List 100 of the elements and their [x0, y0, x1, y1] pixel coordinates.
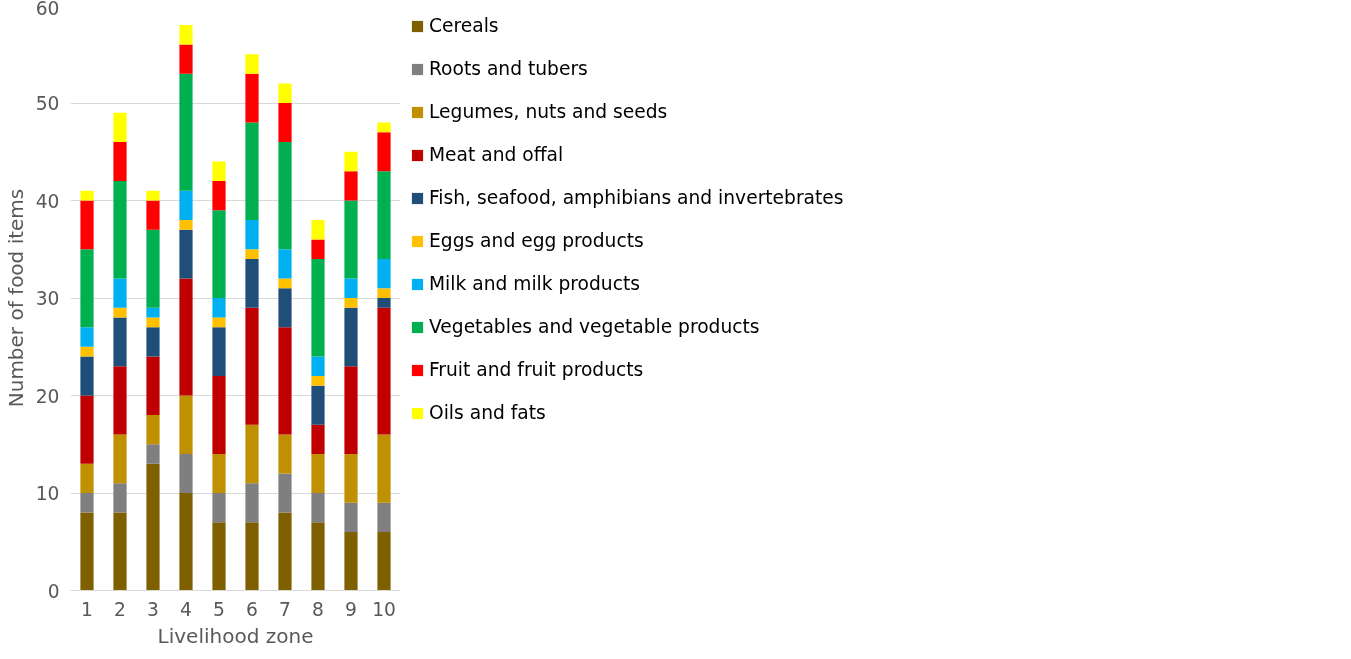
bar: [278, 327, 292, 435]
bar: [179, 220, 193, 230]
bar: [179, 229, 193, 279]
bar: [311, 356, 325, 376]
bar: [179, 278, 193, 396]
bar: [245, 307, 259, 425]
bar: [344, 454, 358, 503]
bar: [80, 346, 94, 357]
bar: [146, 463, 160, 591]
bar: [245, 259, 259, 308]
y-tick-label: 60: [35, 0, 60, 19]
bar: [212, 376, 226, 454]
x-tick-label: 4: [180, 598, 192, 620]
legend-label: Cereals: [429, 15, 499, 36]
bar: [179, 25, 193, 45]
bar: [113, 278, 127, 308]
y-axis-title: Number of food items: [3, 188, 28, 408]
bar: [278, 142, 292, 250]
bar: [245, 122, 259, 220]
bar: [311, 385, 325, 425]
bar: [344, 171, 358, 201]
x-tick-label: 6: [246, 598, 258, 620]
legend-label: Roots and tubers: [429, 58, 588, 79]
bar: [377, 288, 391, 298]
bar: [146, 307, 160, 318]
bar: [245, 424, 259, 484]
legend-label: Vegetables and vegetable products: [429, 316, 760, 337]
bar: [146, 200, 160, 230]
bar: [245, 483, 259, 523]
legend-label: Meat and offal: [429, 144, 564, 165]
legend-label: Oils and fats: [429, 402, 546, 423]
bar: [311, 220, 325, 240]
bar: [146, 229, 160, 308]
bar: [278, 103, 292, 142]
x-tick-label: 8: [312, 598, 324, 620]
bar: [146, 415, 160, 445]
bar: [80, 512, 94, 591]
bar: [146, 190, 160, 201]
bar: [179, 493, 193, 591]
bar: [344, 532, 358, 591]
bar: [113, 434, 127, 484]
y-tick-label: 30: [35, 288, 60, 309]
x-tick-label: 5: [213, 598, 225, 620]
bar: [377, 132, 391, 172]
bar: [212, 210, 226, 298]
bar: [377, 122, 391, 133]
bar: [377, 434, 391, 503]
x-axis-title: Livelihood zone: [157, 623, 314, 648]
bar: [212, 298, 226, 318]
bar: [212, 181, 226, 211]
bar: [245, 220, 259, 250]
bar: [245, 73, 259, 123]
bar: [311, 424, 325, 454]
bar: [179, 454, 193, 493]
x-tick-label: 10: [372, 598, 396, 620]
x-tick-label: 2: [114, 598, 126, 620]
y-tick-label: 50: [35, 93, 60, 114]
bar: [278, 249, 292, 279]
bar: [344, 151, 358, 172]
bar: [80, 200, 94, 250]
bar: [278, 288, 292, 328]
bar: [377, 532, 391, 591]
bar: [212, 317, 226, 328]
bar: [245, 522, 259, 591]
y-tick-label: 10: [35, 483, 60, 504]
bar: [344, 200, 358, 279]
bar: [344, 298, 358, 308]
bar: [212, 454, 226, 493]
bar: [344, 307, 358, 367]
bar: [146, 327, 160, 357]
bar: [212, 493, 226, 523]
bar: [113, 366, 127, 435]
bar: [212, 161, 226, 181]
bar: [80, 356, 94, 396]
bar: [113, 483, 127, 513]
bar: [278, 434, 292, 474]
bar: [311, 493, 325, 523]
legend-label: Milk and milk products: [429, 273, 640, 294]
bar: [311, 259, 325, 357]
x-tick-label: 7: [279, 598, 291, 620]
bar: [179, 190, 193, 220]
y-tick-label: 20: [35, 385, 60, 407]
bar: [113, 317, 127, 367]
legend-label: Fish, seafood, amphibians and invertebrates: [429, 187, 844, 208]
bar: [146, 317, 160, 328]
bar: [344, 278, 358, 298]
bar: [80, 249, 94, 328]
bar: [113, 142, 127, 181]
bar: [179, 395, 193, 454]
bar: [80, 395, 94, 464]
legend-label: Eggs and egg products: [429, 230, 644, 251]
bar: [179, 73, 193, 191]
bar: [278, 512, 292, 591]
bar: [113, 112, 127, 142]
bar: [311, 239, 325, 259]
bar: [278, 83, 292, 103]
legend-label: Fruit and fruit products: [429, 359, 644, 380]
bar: [344, 366, 358, 454]
bar: [278, 473, 292, 513]
bar: [377, 502, 391, 532]
